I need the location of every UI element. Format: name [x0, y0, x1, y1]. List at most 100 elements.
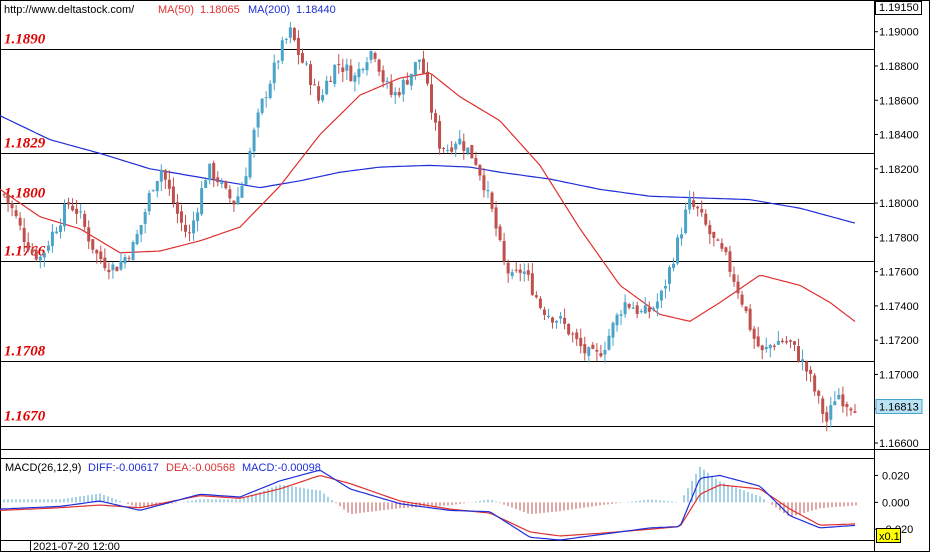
- ma50-value: 1.18065: [200, 4, 240, 16]
- ma200-value: 1.18440: [296, 4, 336, 16]
- candle-body: [510, 272, 514, 276]
- candle-body: [841, 394, 845, 407]
- candle-body: [381, 70, 385, 83]
- candle-body: [75, 208, 79, 214]
- candle-body: [111, 264, 115, 271]
- candle-body: [772, 345, 776, 347]
- candle-body: [341, 67, 345, 72]
- candle-body: [212, 162, 216, 180]
- candle-body: [462, 141, 466, 151]
- level-label: 1.1670: [4, 409, 46, 425]
- candle-body: [639, 311, 643, 313]
- candle-body: [179, 211, 183, 223]
- candle-body: [853, 411, 857, 413]
- zoom-box[interactable]: [876, 528, 901, 543]
- candle-body: [22, 227, 26, 243]
- candle-body: [546, 315, 550, 318]
- candle-body: [155, 181, 159, 192]
- candle-body: [393, 92, 397, 96]
- candle-body: [494, 207, 498, 229]
- candle-body: [260, 98, 264, 113]
- candle-body: [30, 250, 34, 253]
- candle-body: [337, 64, 341, 66]
- candle-body: [139, 225, 143, 235]
- candle-body: [801, 359, 805, 362]
- candle-body: [2, 194, 6, 196]
- candle-body: [651, 308, 655, 310]
- candle-body: [663, 286, 667, 289]
- candle-body: [421, 58, 425, 74]
- candle-body: [63, 203, 67, 227]
- macd-header: MACD(26,12,9) DIFF:-0.00617 DEA:-0.00568…: [5, 462, 321, 474]
- chart-header: http://www.deltastock.com/ MA(50) 1.1806…: [4, 4, 336, 16]
- candle-body: [450, 147, 454, 152]
- candle-body: [631, 307, 635, 309]
- candle-body: [615, 314, 619, 326]
- site-url: http://www.deltastock.com/: [4, 4, 135, 16]
- candle-body: [764, 346, 768, 350]
- candle-body: [736, 281, 740, 294]
- candlesticks: [2, 21, 857, 432]
- candle-body: [107, 269, 111, 273]
- candle-body: [696, 206, 700, 209]
- candle-body: [530, 273, 534, 295]
- candle-body: [837, 394, 841, 400]
- candle-body: [409, 73, 413, 86]
- candle-body: [192, 220, 196, 234]
- candle-body: [26, 242, 30, 251]
- candle-body: [655, 301, 659, 309]
- candle-body: [788, 340, 792, 342]
- candle-body: [401, 79, 405, 95]
- candle-body: [143, 212, 147, 224]
- candle-body: [780, 340, 784, 342]
- candle-body: [236, 196, 240, 205]
- macd-hist-value: MACD:-0.00098: [242, 462, 321, 474]
- candle-body: [845, 403, 849, 408]
- candle-body: [50, 231, 54, 247]
- ma200-line: [0, 115, 856, 224]
- level-label: 1.1708: [4, 344, 46, 360]
- candle-body: [159, 169, 163, 182]
- candle-body: [317, 86, 321, 101]
- candle-body: [313, 84, 317, 86]
- candle-body: [474, 158, 478, 165]
- macd-diff-value: DIFF:-0.00617: [88, 462, 159, 474]
- candle-body: [284, 39, 288, 41]
- candle-body: [583, 344, 587, 354]
- candle-body: [42, 252, 46, 258]
- price-tick-label: 1.18200: [879, 164, 919, 176]
- candle-body: [817, 390, 821, 396]
- last-price-label: 1.16813: [879, 401, 919, 413]
- candle-body: [99, 251, 103, 260]
- candle-body: [188, 232, 192, 234]
- candle-body: [776, 340, 780, 345]
- candle-body: [676, 237, 680, 264]
- zoom-level[interactable]: x0.1: [879, 531, 900, 543]
- candle-body: [373, 53, 377, 59]
- candle-body: [38, 256, 42, 261]
- candle-body: [671, 263, 675, 268]
- last-price-marker: [875, 398, 923, 414]
- candle-body: [587, 347, 591, 356]
- candle-body: [724, 247, 728, 253]
- candle-body: [417, 59, 421, 62]
- candle-body: [704, 213, 708, 225]
- candle-body: [684, 209, 688, 234]
- price-tick-label: 1.19000: [879, 27, 919, 39]
- candle-body: [829, 405, 833, 420]
- candle-body: [248, 151, 252, 178]
- candle-body: [14, 210, 18, 217]
- candle-body: [34, 250, 38, 260]
- candle-body: [10, 203, 14, 209]
- candle-body: [708, 225, 712, 235]
- candle-body: [849, 408, 853, 411]
- candle-body: [18, 217, 22, 226]
- candle-body: [151, 190, 155, 192]
- candle-body: [196, 212, 200, 222]
- candle-body: [514, 269, 518, 271]
- candle-body: [349, 65, 353, 82]
- candle-body: [288, 27, 292, 38]
- candle-body: [623, 302, 627, 315]
